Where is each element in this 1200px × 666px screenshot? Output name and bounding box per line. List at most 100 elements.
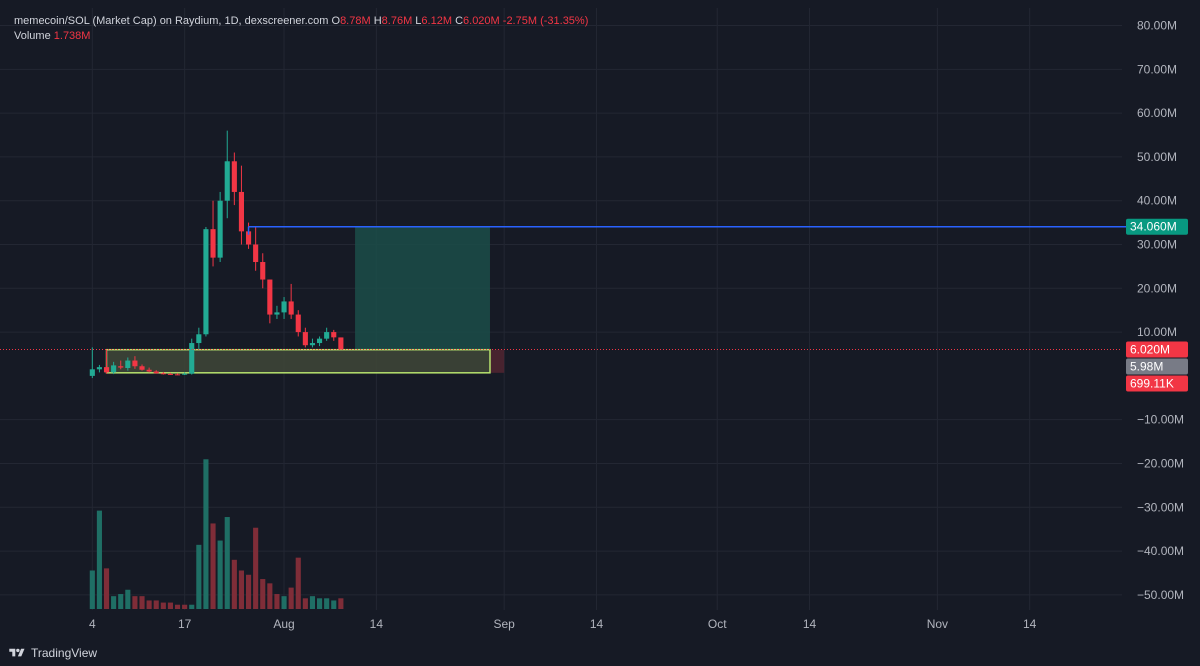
volume-bar — [118, 594, 124, 609]
candle-body — [238, 191, 244, 232]
price-tick-label: −30.00M — [1137, 500, 1184, 514]
candle-body — [111, 365, 117, 373]
candle-body — [203, 229, 209, 335]
time-tick-label: Nov — [927, 617, 948, 631]
candle-body — [96, 367, 102, 370]
candle-body — [317, 338, 323, 344]
candle-body — [89, 369, 95, 376]
open-label: O — [331, 15, 341, 27]
candle-body — [196, 334, 202, 344]
volume-bar — [203, 459, 209, 609]
volume-bar — [196, 544, 202, 609]
candle-body — [253, 244, 259, 263]
candle-body — [224, 161, 230, 201]
candle-body — [125, 360, 131, 368]
volume-bar — [189, 604, 195, 609]
volume-label[interactable]: Volume — [14, 30, 51, 42]
price-tag-label: 5.98M — [1130, 360, 1163, 374]
volume-bar — [295, 557, 301, 609]
price-tag — [1126, 375, 1188, 392]
time-tick-label: 14 — [1023, 617, 1037, 631]
price-axis[interactable]: 80.00M 70.00M 60.00M 50.00M 40.00M 30.00M 20.0… — [1137, 19, 1184, 602]
volume-bar — [260, 579, 266, 609]
tradingview-logo-icon — [9, 648, 25, 657]
volume-bar — [288, 587, 294, 609]
volume-bar — [253, 527, 259, 609]
volume-bar — [146, 600, 152, 609]
candle-body — [309, 343, 316, 346]
volume-bar — [125, 589, 131, 609]
chart-grid — [0, 8, 1122, 610]
volume-bar — [103, 568, 110, 609]
candle-body — [103, 367, 110, 373]
symbol-title[interactable]: memecoin/SOL (Market Cap) on Raydium, 1D… — [14, 15, 329, 27]
price-tag — [1126, 358, 1188, 375]
price-tick-label: 50.00M — [1137, 150, 1177, 164]
candle-body — [245, 231, 252, 245]
time-tick-label: 14 — [803, 617, 817, 631]
time-tick-label: Oct — [708, 617, 727, 631]
close-value: 6.020M — [463, 15, 500, 27]
time-tick-label: Aug — [273, 617, 294, 631]
volume-bar — [111, 596, 117, 609]
tradingview-label: TradingView — [31, 646, 98, 660]
price-tag-label: 699.11K — [1130, 377, 1174, 391]
price-labels: 34.060M 6.020M 5.98M 699.11K — [1126, 218, 1188, 392]
volume-bar — [153, 600, 159, 609]
price-tick-label: −40.00M — [1137, 544, 1184, 558]
price-tick-label: 80.00M — [1137, 19, 1177, 33]
time-axis[interactable]: 4 17 Aug 14 Sep 14 Oct 14 Nov 14 — [89, 617, 1037, 631]
volume-bar — [324, 598, 330, 609]
price-tick-label: 70.00M — [1137, 62, 1177, 76]
volume-bar — [96, 510, 102, 609]
volume-bar — [267, 583, 273, 609]
candle-body — [260, 262, 266, 280]
volume-bar — [245, 574, 252, 609]
volume-bar — [309, 596, 316, 609]
time-tick-label: 14 — [590, 617, 604, 631]
candle-body — [167, 373, 173, 375]
candle-body — [118, 366, 124, 368]
price-tag — [1126, 218, 1188, 235]
tradingview-branding[interactable]: TradingView — [8, 646, 97, 660]
price-tick-label: 60.00M — [1137, 106, 1177, 120]
volume-bar — [210, 523, 216, 609]
candle-body — [132, 360, 138, 367]
candlesticks — [89, 130, 344, 379]
candle-body — [174, 374, 181, 376]
volume-bar — [182, 604, 188, 609]
volume-bar — [160, 602, 166, 609]
position-zones — [105, 226, 505, 374]
candle-body — [153, 371, 159, 374]
price-tag-label: 34.060M — [1130, 220, 1177, 234]
candle-body — [146, 369, 152, 372]
candle-body — [295, 314, 301, 333]
entry-box — [105, 348, 491, 374]
time-tick-label: 14 — [370, 617, 384, 631]
volume-bar — [132, 596, 138, 609]
volume-bars — [89, 459, 344, 609]
volume-bar — [167, 602, 173, 609]
volume-bar — [317, 598, 323, 609]
chart-lines — [0, 225, 1126, 351]
volume-bar — [139, 596, 145, 609]
time-tick-label: Sep — [494, 617, 516, 631]
price-tick-label: 10.00M — [1137, 325, 1177, 339]
change-value: -2.75M (-31.35%) — [502, 15, 589, 27]
volume-bar — [302, 598, 308, 609]
price-tick-label: −10.00M — [1137, 413, 1184, 427]
volume-bar — [331, 600, 337, 609]
candle-body — [182, 373, 188, 375]
volume-bar — [281, 596, 287, 609]
candle-body — [210, 229, 216, 258]
volume-bar — [338, 598, 344, 609]
profit-zone — [355, 226, 490, 350]
low-value: 6.12M — [421, 15, 452, 27]
candle-body — [274, 312, 280, 315]
candle-body — [267, 279, 273, 315]
price-tag-label: 6.020M — [1130, 343, 1170, 357]
price-tick-label: −50.00M — [1137, 588, 1184, 602]
candle-body — [302, 332, 308, 346]
candle-body — [338, 337, 344, 350]
